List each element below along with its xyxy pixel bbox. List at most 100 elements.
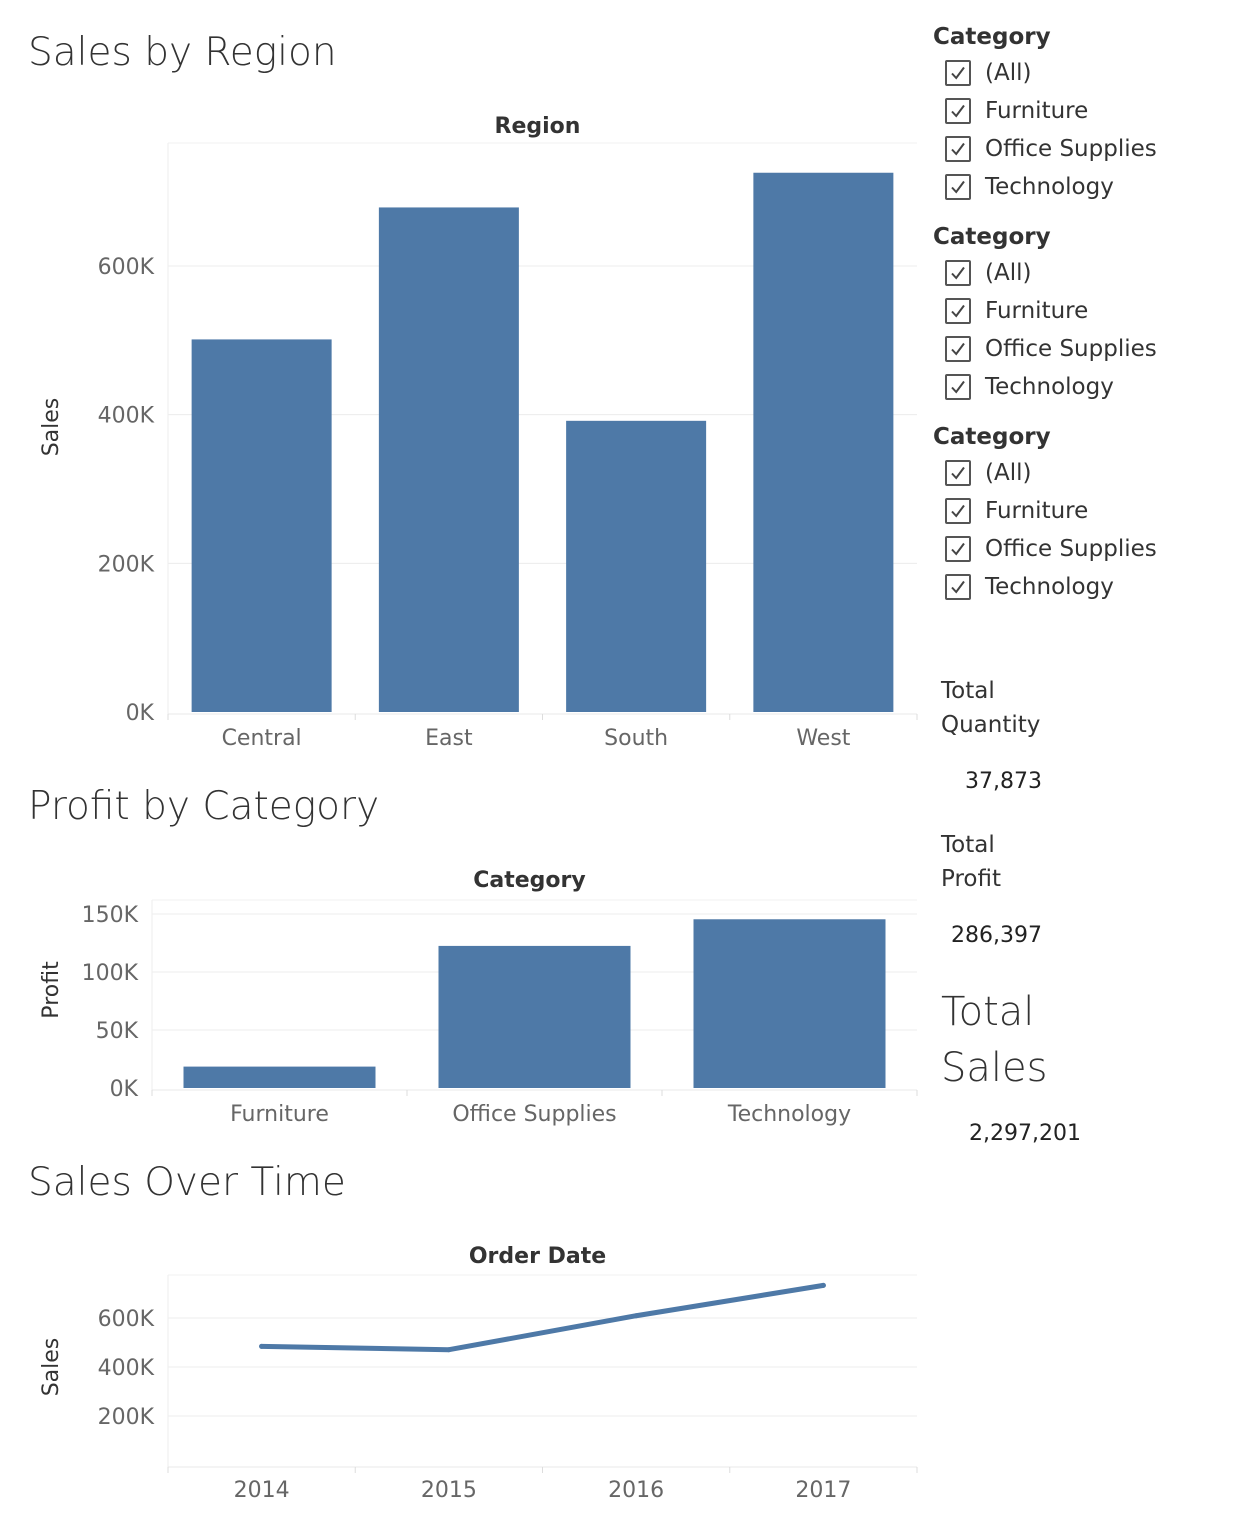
filter-panel: Category (All) Furniture Office Supplies… xyxy=(933,20,1253,620)
kpi-label: Total xyxy=(941,678,995,704)
profit-by-category-chart: Category Profit 0K 50K 100K 150K Furniture Offi… xyxy=(39,868,918,1127)
filter-title: Category xyxy=(933,224,1051,250)
y-tick-label: 200K xyxy=(98,1405,155,1430)
filter-item-all[interactable]: (All) xyxy=(933,254,1253,292)
bar-south xyxy=(566,420,707,712)
filter-title: Category xyxy=(933,24,1051,50)
bar-central xyxy=(191,339,332,712)
y-tick-label: 0K xyxy=(110,1077,139,1102)
filter-item-all[interactable]: (All) xyxy=(933,454,1253,492)
filter-item-office-supplies[interactable]: Office Supplies xyxy=(933,530,1253,568)
x-tick-label: Office Supplies xyxy=(452,1102,616,1127)
y-tick-label: 400K xyxy=(98,404,155,429)
y-axis-label: Profit xyxy=(39,961,64,1019)
line-point-2017 xyxy=(820,1282,826,1288)
sales-over-time-chart: Order Date Sales 200K 400K 600K 2014 2015 2016 2… xyxy=(39,1244,918,1503)
bar-east xyxy=(378,207,519,712)
y-tick-label: 50K xyxy=(96,1019,139,1044)
filter-title: Category xyxy=(933,424,1051,450)
checkbox-checked-icon[interactable] xyxy=(945,460,971,486)
filter-item-label: Office Supplies xyxy=(985,536,1157,562)
sales-by-region-title: Sales by Region xyxy=(28,30,337,75)
filter-item-furniture[interactable]: Furniture xyxy=(933,492,1253,530)
x-tick-label: 2014 xyxy=(234,1478,290,1503)
bar-technology xyxy=(693,919,886,1088)
checkbox-checked-icon[interactable] xyxy=(945,536,971,562)
sales-over-time-svg: Order Date Sales 200K 400K 600K 2014 2015 2016 2… xyxy=(39,1244,918,1503)
x-tick-label: Technology xyxy=(727,1102,851,1127)
total-profit-kpi: Total Profit xyxy=(941,828,1001,896)
checkbox-checked-icon[interactable] xyxy=(945,60,971,86)
y-tick-label: 200K xyxy=(98,552,155,577)
chart-header: Region xyxy=(495,114,581,139)
filter-item-office-supplies[interactable]: Office Supplies xyxy=(933,130,1253,168)
filter-item-furniture[interactable]: Furniture xyxy=(933,292,1253,330)
y-tick-label: 0K xyxy=(126,701,155,726)
total-quantity-kpi: Total Quantity xyxy=(941,674,1040,742)
filter-item-label: Office Supplies xyxy=(985,336,1157,362)
chart-header: Order Date xyxy=(469,1244,606,1269)
filter-item-furniture[interactable]: Furniture xyxy=(933,92,1253,130)
y-axis-label: Sales xyxy=(39,1338,64,1397)
checkbox-checked-icon[interactable] xyxy=(945,574,971,600)
total-sales-kpi: Total Sales xyxy=(941,984,1047,1096)
filter-item-technology[interactable]: Technology xyxy=(933,368,1253,406)
profit-by-category-title: Profit by Category xyxy=(28,784,380,829)
bar-west xyxy=(753,172,894,712)
kpi-label: Sales xyxy=(941,1045,1048,1091)
filter-item-technology[interactable]: Technology xyxy=(933,168,1253,206)
total-quantity-value: 37,873 xyxy=(965,769,1042,794)
y-tick-label: 600K xyxy=(98,1307,155,1332)
y-tick-label: 150K xyxy=(82,903,139,928)
filter-item-all[interactable]: (All) xyxy=(933,54,1253,92)
filter-item-label: Technology xyxy=(985,174,1114,200)
x-tick-label: 2015 xyxy=(421,1478,477,1503)
category-filter-1: Category (All) Furniture Office Supplies… xyxy=(933,20,1253,206)
filter-item-label: (All) xyxy=(985,460,1032,486)
filter-item-label: Office Supplies xyxy=(985,136,1157,162)
checkbox-checked-icon[interactable] xyxy=(945,136,971,162)
sales-by-region-chart: Region Sales 0K 200K 400K 600K Central East Sout… xyxy=(0,0,930,770)
filter-item-label: (All) xyxy=(985,60,1032,86)
x-tick-label: 2017 xyxy=(795,1478,851,1503)
filter-item-label: Furniture xyxy=(985,98,1089,124)
total-sales-value: 2,297,201 xyxy=(969,1121,1081,1146)
y-tick-label: 400K xyxy=(98,1356,155,1381)
y-tick-label: 600K xyxy=(98,255,155,280)
bar-furniture xyxy=(183,1066,376,1088)
filter-item-label: Furniture xyxy=(985,498,1089,524)
kpi-label: Total xyxy=(941,989,1035,1035)
line-point-2016 xyxy=(633,1313,639,1319)
category-filter-3: Category (All) Furniture Office Supplies… xyxy=(933,420,1253,606)
sales-by-region-svg: Region Sales 0K 200K 400K 600K Central East Sout… xyxy=(39,114,918,751)
checkbox-checked-icon[interactable] xyxy=(945,336,971,362)
chart-header: Category xyxy=(473,868,585,893)
checkbox-checked-icon[interactable] xyxy=(945,260,971,286)
sales-over-time-title: Sales Over Time xyxy=(28,1160,346,1205)
x-tick-label: East xyxy=(425,726,473,751)
filter-item-technology[interactable]: Technology xyxy=(933,568,1253,606)
y-tick-label: 100K xyxy=(82,961,139,986)
filter-item-label: Technology xyxy=(985,374,1114,400)
kpi-label: Total xyxy=(941,832,995,858)
filter-item-label: Technology xyxy=(985,574,1114,600)
x-tick-label: 2016 xyxy=(608,1478,664,1503)
line-point-2015 xyxy=(446,1347,452,1353)
bar-office-supplies xyxy=(438,945,631,1088)
checkbox-checked-icon[interactable] xyxy=(945,374,971,400)
total-profit-value: 286,397 xyxy=(951,923,1042,948)
checkbox-checked-icon[interactable] xyxy=(945,174,971,200)
checkbox-checked-icon[interactable] xyxy=(945,98,971,124)
y-axis-label: Sales xyxy=(39,398,64,457)
sales-line xyxy=(259,1282,826,1353)
checkbox-checked-icon[interactable] xyxy=(945,498,971,524)
line-point-2014 xyxy=(259,1343,265,1349)
x-tick-label: South xyxy=(604,726,668,751)
kpi-label: Quantity xyxy=(941,712,1041,738)
x-tick-label: West xyxy=(796,726,850,751)
checkbox-checked-icon[interactable] xyxy=(945,298,971,324)
profit-by-category-svg: Category Profit 0K 50K 100K 150K Furniture Offi… xyxy=(39,868,918,1127)
kpi-label: Profit xyxy=(941,866,1001,892)
filter-item-office-supplies[interactable]: Office Supplies xyxy=(933,330,1253,368)
filter-item-label: Furniture xyxy=(985,298,1089,324)
